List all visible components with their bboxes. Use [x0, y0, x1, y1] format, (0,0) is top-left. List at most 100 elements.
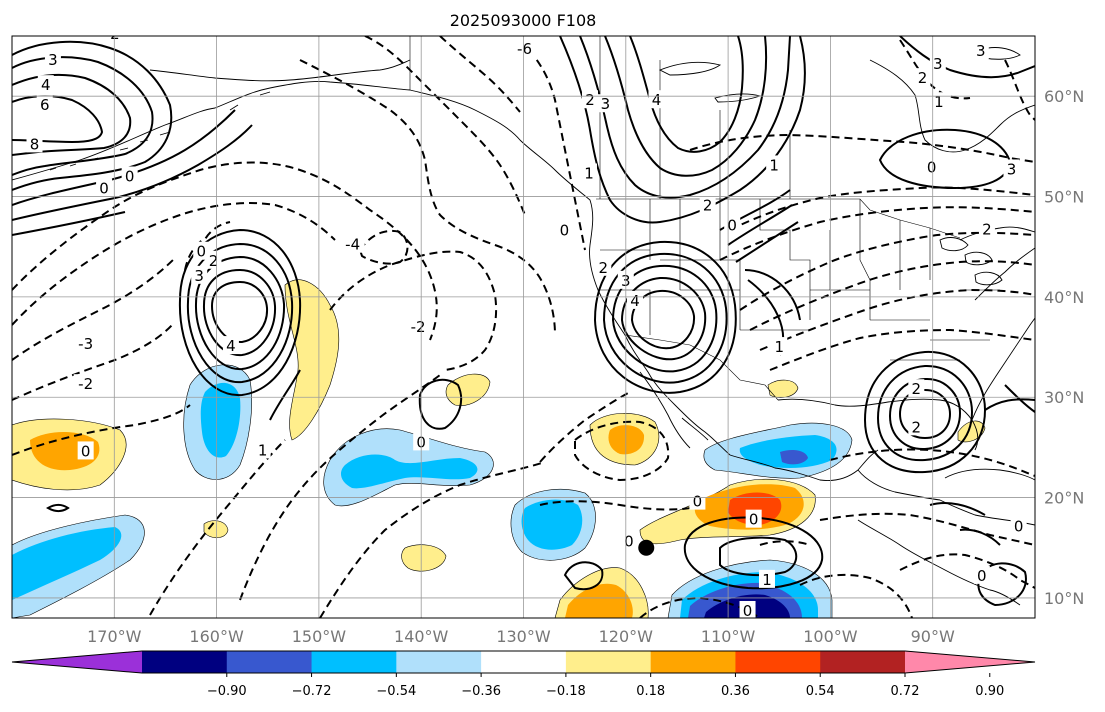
contour-neg-10: [239, 374, 441, 601]
contour-neg-12: [319, 461, 546, 618]
contour-label-bg: [193, 241, 210, 260]
contour-label: 6: [40, 96, 50, 114]
colorbar-bin: [396, 651, 482, 673]
contour-label: 2: [912, 380, 922, 398]
contour-neg-4: [12, 324, 173, 401]
contour-label: 0: [749, 511, 759, 529]
contour-pos-south-2: [719, 536, 798, 577]
contour-neg-24: [689, 133, 1035, 163]
contour-pos-west-dash: [45, 504, 70, 512]
lon-tick-label: 170°W: [87, 627, 142, 646]
contour-label-bg: [512, 39, 537, 58]
contour-pos-cp-4: [202, 268, 277, 357]
colorbar-tick-label: 0.90: [975, 684, 1004, 699]
colorbar-tick-label: 0.72: [891, 684, 920, 699]
lon-tick-label: 100°W: [803, 627, 858, 646]
contour-neg-11: [149, 439, 286, 616]
lat-tick-label: 60°N: [1044, 87, 1084, 106]
lon-tick-label: 130°W: [496, 627, 551, 646]
contour-label-bg: [191, 265, 208, 284]
contour-label: 2: [918, 69, 928, 87]
coast-east: [959, 226, 1035, 421]
contour-neg-27: [899, 553, 1035, 589]
coast-gulf: [777, 398, 979, 451]
lon-tick-label: 140°W: [394, 627, 449, 646]
contour-label: -6: [517, 40, 532, 58]
contour-label: -2: [105, 25, 120, 43]
contour-pos-nw-1: [12, 40, 173, 191]
contour-label: 0: [693, 493, 703, 511]
contour-pos-nw-3: [12, 73, 132, 156]
contour-label-bg: [29, 36, 46, 38]
shade-positive-small-3: [401, 544, 447, 572]
contour-label: -4: [345, 236, 360, 254]
colorbar-bin: [311, 651, 397, 673]
lat-tick-label: 50°N: [1044, 188, 1084, 207]
contour-label-bg: [739, 600, 756, 618]
lat-tick-label: 20°N: [1044, 489, 1084, 508]
contour-label-bg: [580, 163, 597, 182]
contour-label-bg: [44, 50, 61, 69]
contour-label: 2: [982, 221, 992, 239]
contour-label-bg: [973, 565, 990, 584]
contour-label-bg: [1010, 516, 1027, 535]
contour-neg-2: [12, 202, 336, 326]
colorbar-outline: [11, 650, 1036, 674]
colorbar-tick-label: −0.90: [207, 684, 247, 699]
contour-label-bg: [406, 317, 431, 335]
shade-negative-central-west-core: [200, 382, 241, 458]
map-frame: [11, 35, 1036, 619]
contour-pos-1-line: [269, 369, 301, 421]
lon-tick-label: 150°W: [292, 627, 347, 646]
contour-label-bg: [96, 178, 113, 197]
contour-label-bg: [73, 334, 98, 353]
contour-label: 4: [41, 76, 51, 94]
contour-label-bg: [758, 569, 775, 588]
contour-label-bg: [627, 290, 644, 309]
lon-tick-label: 120°W: [599, 627, 654, 646]
contour-label-bg: [908, 417, 925, 436]
contour-label: 0: [977, 567, 987, 585]
contour-label-bg: [689, 491, 706, 510]
contour-label-bg: [771, 337, 788, 356]
colorbar-bin: [650, 651, 736, 673]
contour-label-bg: [77, 441, 94, 460]
contour-label-bg: [745, 509, 762, 528]
contour-label-bg: [908, 379, 925, 398]
contour-pos-south-3: [563, 561, 604, 590]
contour-label: 3: [601, 95, 611, 113]
contour-pos-cp-3: [194, 255, 286, 371]
coast-alaska: [12, 59, 411, 181]
contour-pos-sw-4: [620, 276, 707, 361]
contour-label-bg: [595, 257, 612, 276]
contour-neg-21: [769, 328, 1035, 371]
contour-pos-wus-3: [604, 36, 768, 177]
lon-tick-label: 90°W: [911, 627, 955, 646]
location-marker: [638, 539, 655, 556]
contour-label: 0: [196, 243, 206, 261]
contour-label: -3: [78, 335, 93, 353]
contour-label: 0: [1014, 518, 1024, 536]
contour-label-bg: [1003, 159, 1020, 178]
contour-label: 3: [976, 42, 986, 60]
border-us-mexico: [624, 334, 779, 401]
contour-pos-south-1: [683, 516, 824, 590]
contour-label-bg: [254, 440, 271, 459]
colorbar-bin: [481, 651, 567, 673]
contour-neg-17: [439, 36, 521, 113]
coast-bc: [409, 89, 731, 456]
colorbar: −0.90 −0.72 −0.54 −0.36 −0.18 0.18 0.36 0.54 0.7…: [11, 650, 1036, 699]
contour-label: 1: [934, 93, 944, 111]
colorbar-bin: [142, 651, 228, 673]
latitude-labels: 60°N 50°N 40°N 30°N 20°N 10°N: [1044, 87, 1084, 608]
colorbar-bin: [820, 651, 906, 673]
lon-tick-label: 160°W: [189, 627, 244, 646]
contour-label: 4: [630, 292, 640, 310]
contour-label-bg: [930, 92, 947, 111]
contour-label: 1: [774, 338, 784, 356]
contour-label: 3: [1007, 160, 1017, 178]
contour-neg-23: [719, 206, 1035, 261]
